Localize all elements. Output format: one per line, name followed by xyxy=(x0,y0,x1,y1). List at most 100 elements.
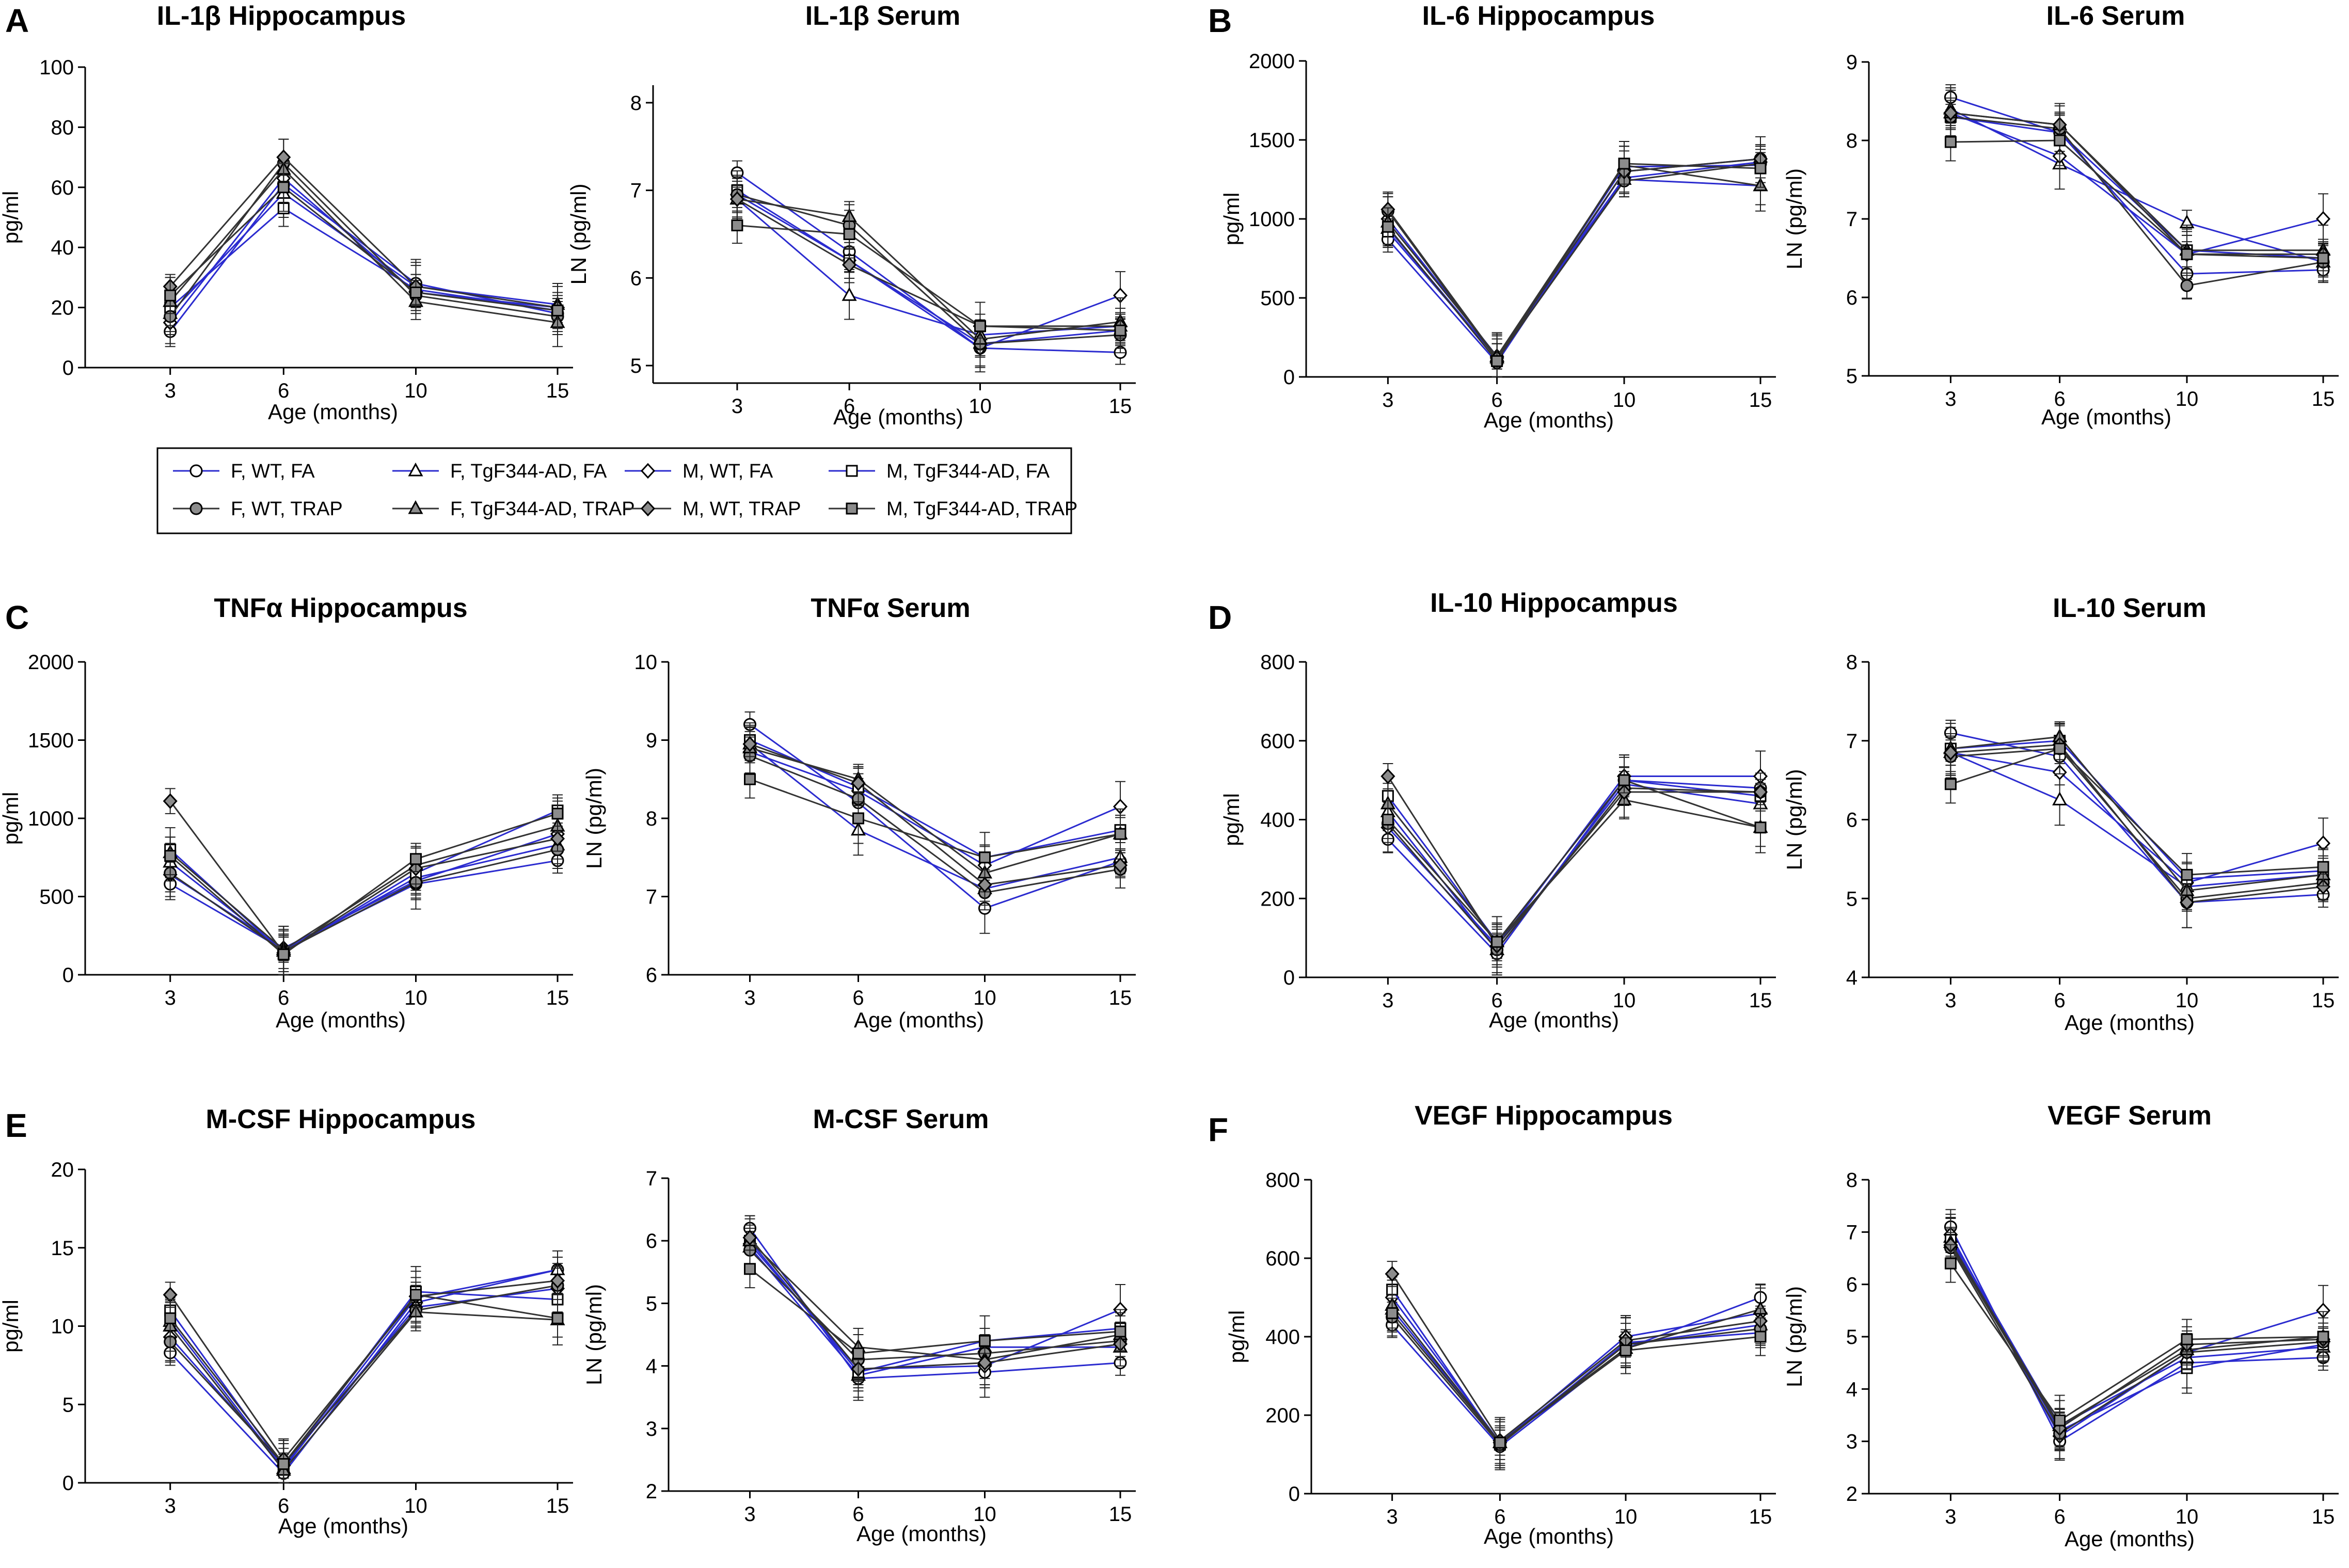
series-f-wt-trap xyxy=(1381,144,1767,377)
data-point xyxy=(1494,1436,1506,1449)
x-axis-label: Age (months) xyxy=(854,1008,984,1032)
x-tick-label: 10 xyxy=(1613,989,1636,1012)
y-tick-label: 0 xyxy=(1289,1483,1300,1506)
series-f-wt-trap xyxy=(164,138,564,335)
series-f-tg-trap xyxy=(742,1215,1128,1379)
y-tick-label: 5 xyxy=(630,355,642,377)
x-axis-label: Age (months) xyxy=(278,1514,408,1538)
y-tick-label: 3 xyxy=(1846,1431,1858,1453)
series-line xyxy=(169,800,558,954)
x-tick-label: 3 xyxy=(165,1495,176,1517)
x-axis-label: Age (months) xyxy=(833,405,963,429)
y-tick-label: 0 xyxy=(62,964,74,987)
x-tick-label: 15 xyxy=(1749,389,1772,411)
series-line xyxy=(1387,775,1760,947)
series-m-tg-trap xyxy=(731,207,1126,349)
series-line xyxy=(1950,1242,2324,1427)
series-line xyxy=(737,194,1121,345)
y-tick-label: 0 xyxy=(62,1472,74,1495)
data-point xyxy=(1491,936,1503,948)
series-line xyxy=(750,747,1121,874)
data-point xyxy=(851,775,866,791)
chart-title: VEGF Hippocampus xyxy=(1415,1101,1673,1131)
series-m-wt-trap xyxy=(1380,146,1768,377)
data-point xyxy=(550,1273,565,1289)
legend-item-f-tg-fa: F, TgF344-AD, FA xyxy=(392,461,607,482)
data-point xyxy=(852,812,864,825)
y-tick-label: 4 xyxy=(646,1355,657,1378)
series-m-wt-trap xyxy=(729,186,1128,351)
y-tick-label: 8 xyxy=(646,807,657,830)
legend-label: F, TgF344-AD, FA xyxy=(450,461,607,482)
data-point xyxy=(977,877,992,893)
series-line xyxy=(749,723,1121,909)
data-point xyxy=(974,320,986,332)
series-m-tg-trap xyxy=(1382,767,1767,968)
legend-marker xyxy=(640,500,656,517)
series-f-wt-fa xyxy=(1381,146,1767,377)
chart-il10_serum: IL-10 Serum 4 5 6 7 8 LN (pg/ml) 3 6 10 15 Age (mon… xyxy=(1782,593,2339,1035)
chart-title: TNFα Serum xyxy=(811,593,970,623)
data-point xyxy=(551,807,564,820)
x-tick-label: 6 xyxy=(844,395,855,418)
x-axis-label: Age (months) xyxy=(2041,405,2171,429)
series-line xyxy=(1387,161,1761,358)
y-tick-label: 2 xyxy=(1846,1483,1858,1506)
y-tick-label: 2000 xyxy=(28,651,74,674)
y-tick-label: 3 xyxy=(646,1418,657,1440)
legend-item-m-wt-trap: M, WT, TRAP xyxy=(625,498,801,520)
y-tick-label: 2 xyxy=(646,1480,657,1503)
series-line xyxy=(1950,736,2324,892)
y-tick-label: 200 xyxy=(1260,888,1295,910)
chart-title: M-CSF Hippocampus xyxy=(206,1104,476,1134)
x-axis-label: Age (months) xyxy=(276,1008,406,1032)
series-f-wt-fa xyxy=(743,1215,1127,1398)
y-tick-label: 9 xyxy=(1846,51,1858,74)
y-tick-label: 6 xyxy=(646,1230,657,1253)
x-tick-label: 6 xyxy=(852,987,864,1009)
y-tick-label: 4 xyxy=(1846,967,1858,989)
x-tick-label: 15 xyxy=(1109,987,1132,1009)
series-f-tg-trap xyxy=(1380,778,1768,955)
data-point xyxy=(977,1355,992,1371)
chart-mcsf_serum: M-CSF Serum 2 3 4 5 6 7 LN (pg/ml) 3 6 10 15 Age (mo… xyxy=(582,1104,1136,1546)
series-m-wt-fa xyxy=(1943,87,2331,274)
x-tick-label: 10 xyxy=(404,1495,427,1517)
x-tick-label: 15 xyxy=(1109,395,1132,418)
y-tick-label: 8 xyxy=(1846,651,1858,674)
chart-title: IL-10 Serum xyxy=(2053,593,2207,623)
legend-label: M, WT, TRAP xyxy=(683,498,801,520)
series-line xyxy=(1391,1317,1761,1446)
x-tick-label: 3 xyxy=(744,1503,755,1526)
series-line xyxy=(1950,116,2324,259)
x-tick-label: 3 xyxy=(1945,388,1956,410)
chart-il6_hippo: IL-6 Hippocampus 0 500 1000 1500 2000 pg/ml 3 6 1… xyxy=(1219,1,1776,432)
data-point xyxy=(1382,220,1394,233)
chart-tnfa_hippo: TNFα Hippocampus 0 500 1000 1500 2000 pg/ml 3 6 1… xyxy=(0,593,573,1032)
y-tick-label: 5 xyxy=(1846,365,1858,388)
y-tick-label: 6 xyxy=(1846,809,1858,832)
data-point xyxy=(1620,1344,1632,1357)
x-tick-label: 15 xyxy=(2312,989,2335,1012)
x-tick-label: 15 xyxy=(546,1495,569,1517)
series-m-wt-trap xyxy=(1385,1261,1768,1460)
series-f-tg-trap xyxy=(163,800,565,963)
data-point xyxy=(744,1263,756,1275)
y-tick-label: 400 xyxy=(1260,809,1295,832)
x-tick-label: 3 xyxy=(165,987,176,1009)
series-line xyxy=(169,825,558,951)
data-point xyxy=(2054,742,2066,755)
series-line xyxy=(169,207,558,311)
x-tick-label: 6 xyxy=(852,1503,864,1526)
x-tick-label: 6 xyxy=(1494,1506,1505,1528)
x-tick-label: 3 xyxy=(1945,989,1956,1012)
legend-item-m-wt-fa: M, WT, FA xyxy=(625,461,773,482)
y-tick-label: 400 xyxy=(1265,1326,1300,1349)
chart-vegf_serum: VEGF Serum 2 3 4 5 6 7 8 LN (pg/ml) 3 6 10 15 Age (mo… xyxy=(1782,1101,2339,1551)
y-tick-label: 7 xyxy=(646,886,657,909)
series-line xyxy=(1387,158,1761,359)
series-line xyxy=(1950,732,2324,904)
x-tick-label: 15 xyxy=(546,379,569,402)
series-f-tg-fa xyxy=(1380,771,1768,976)
data-point xyxy=(1754,162,1767,175)
